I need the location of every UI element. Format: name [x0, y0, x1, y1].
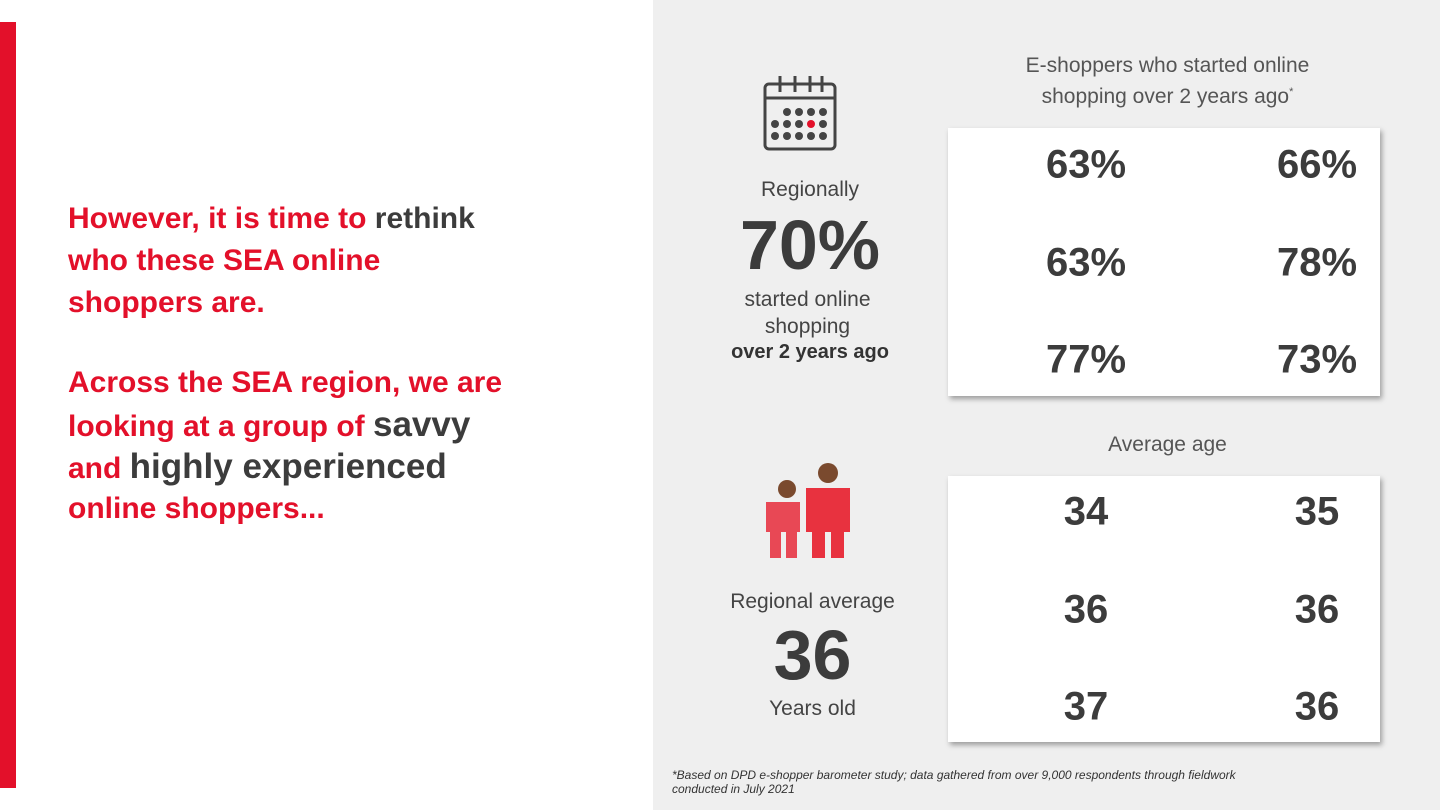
calendar-dot: [807, 108, 815, 116]
footnote-mark: *: [1289, 86, 1294, 98]
stat-label: Regional average: [730, 590, 895, 613]
table-value: 36: [1063, 587, 1109, 631]
table-value: 36: [1294, 587, 1340, 631]
calendar-dot: [795, 108, 803, 116]
table-title: E-shoppers who started online shopping o…: [985, 52, 1350, 110]
table-value: 77%: [1045, 337, 1127, 382]
table-value: 66%: [1276, 142, 1358, 187]
stat-value: 70%: [739, 206, 881, 284]
calendar-dots: [771, 108, 827, 140]
headline-segment: shoppers are.: [68, 286, 265, 319]
headline-segment: online shoppers...: [68, 492, 325, 525]
calendar-dot: [807, 120, 815, 128]
table-title: Average age: [1108, 433, 1227, 456]
headline-segment: and: [68, 452, 130, 485]
headline-segment: who these SEA online: [68, 244, 381, 277]
calendar-dot: [795, 132, 803, 140]
headline-line: who these SEA online: [68, 240, 502, 282]
table-title-text: E-shoppers who started online shopping o…: [1025, 54, 1310, 108]
headline-line: shoppers are.: [68, 282, 502, 324]
table-value: 63%: [1045, 142, 1127, 187]
stat-label: started online shopping: [744, 288, 871, 338]
calendar-dot: [819, 120, 827, 128]
headline-paragraph: However, it is time to rethink who these …: [68, 198, 502, 324]
table-value: 78%: [1276, 240, 1358, 284]
calendar-dot: [783, 120, 791, 128]
headline-paragraph: Across the SEA region, we are looking at …: [68, 362, 502, 530]
headline-segment: looking at a group of: [68, 410, 373, 443]
footnote: *Based on DPD e-shopper barometer study;…: [672, 768, 1236, 796]
calendar-dot: [783, 108, 791, 116]
stat-label: Years old: [769, 697, 856, 720]
headline-segment: savvy: [372, 405, 471, 444]
people-icon: [766, 463, 850, 558]
stat-value: 36: [773, 616, 852, 694]
table-value: 36: [1294, 684, 1340, 729]
table-value: 37: [1063, 684, 1109, 729]
headline-segment: However, it is time to: [68, 202, 375, 235]
headline-line: looking at a group of savvy: [68, 404, 502, 446]
accent-bar: [0, 22, 16, 788]
headline-line: and highly experienced: [68, 446, 502, 488]
table-value: 35: [1294, 489, 1340, 534]
calendar-dot: [819, 132, 827, 140]
calendar-dot: [771, 120, 779, 128]
calendar-dot: [819, 108, 827, 116]
table-value: 73%: [1276, 337, 1358, 382]
calendar-dot: [771, 132, 779, 140]
headline-segment: highly experienced: [129, 447, 447, 486]
headline-line: Across the SEA region, we are: [68, 362, 502, 404]
headline-line: online shoppers...: [68, 488, 502, 530]
table: [948, 128, 1380, 396]
calendar-dot: [807, 132, 815, 140]
stat-label: Regionally: [760, 178, 860, 201]
calendar-dot: [783, 132, 791, 140]
left-panel: However, it is time to rethink who these …: [0, 0, 653, 810]
headline: However, it is time to rethink who these …: [68, 198, 502, 568]
headline-segment: Across the SEA region, we are: [68, 366, 503, 399]
calendar-dot: [795, 120, 803, 128]
headline-segment: rethink: [374, 202, 475, 235]
table-value: 63%: [1045, 240, 1127, 284]
table: [948, 476, 1380, 742]
headline-line: However, it is time to rethink: [68, 198, 502, 240]
stat-label: over 2 years ago: [731, 341, 889, 363]
table-value: 34: [1063, 489, 1109, 534]
calendar-icon: [763, 76, 837, 151]
